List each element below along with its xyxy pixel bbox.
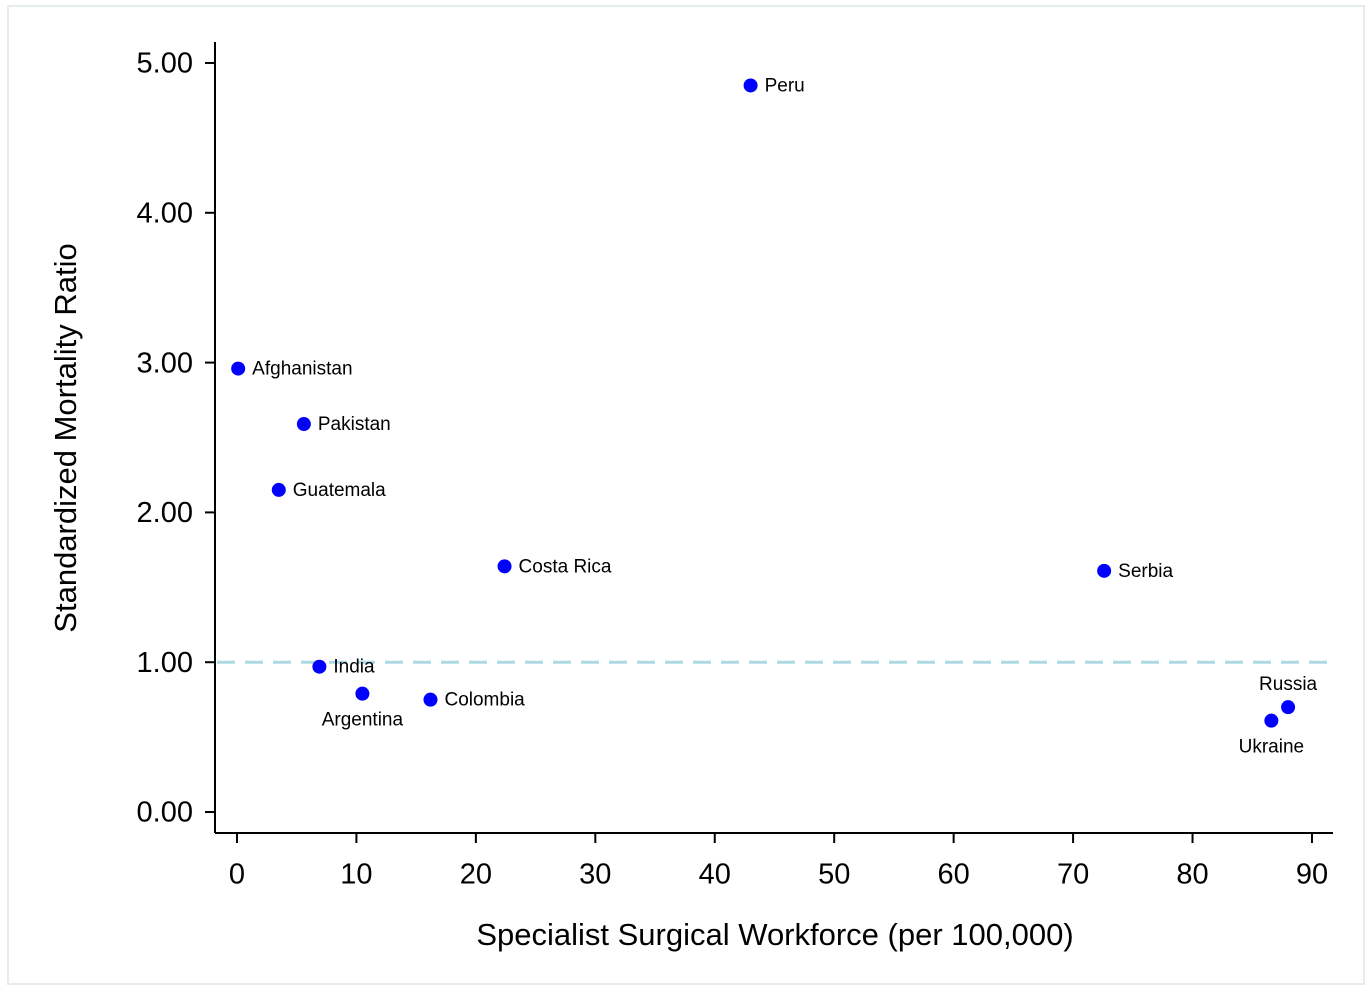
y-tick-label: 5.00	[137, 48, 193, 80]
point	[1281, 700, 1296, 715]
point	[271, 482, 286, 497]
point	[497, 559, 512, 574]
x-axis-title: Specialist Surgical Workforce (per 100,0…	[476, 917, 1073, 952]
point-label: Ukraine	[1239, 737, 1304, 758]
point-label: Pakistan	[318, 414, 391, 435]
x-tick-label: 0	[229, 859, 245, 891]
y-tick-label: 0.00	[137, 797, 193, 829]
x-tick-label: 20	[460, 859, 492, 891]
x-tick-label: 90	[1296, 859, 1328, 891]
x-tick-label: 80	[1176, 859, 1208, 891]
point	[355, 686, 370, 701]
point-label: Peru	[765, 75, 805, 96]
point	[1264, 713, 1279, 728]
y-tick-label: 3.00	[137, 347, 193, 379]
point-label: Serbia	[1118, 561, 1173, 582]
y-tick-label: 1.00	[137, 647, 193, 679]
point	[423, 692, 438, 707]
x-tick-label: 70	[1057, 859, 1089, 891]
point	[312, 659, 327, 674]
y-axis-title: Standardized Mortality Ratio	[48, 243, 83, 632]
point	[296, 417, 311, 432]
y-tick-label: 4.00	[137, 197, 193, 229]
point-label: Russia	[1259, 674, 1318, 695]
point	[1097, 563, 1112, 578]
point-label: India	[333, 657, 375, 678]
x-tick-label: 50	[818, 859, 850, 891]
x-tick-label: 40	[699, 859, 731, 891]
x-tick-label: 30	[579, 859, 611, 891]
point-label: Guatemala	[293, 480, 386, 501]
point	[743, 78, 758, 93]
frame	[7, 5, 1365, 985]
point-label: Colombia	[444, 690, 525, 711]
y-tick-label: 2.00	[137, 497, 193, 529]
x-tick-label: 60	[938, 859, 970, 891]
point-label: Afghanistan	[252, 359, 352, 380]
x-tick-label: 10	[340, 859, 372, 891]
point	[231, 361, 246, 376]
point-label: Costa Rica	[519, 556, 612, 577]
point-label: Argentina	[322, 710, 404, 731]
